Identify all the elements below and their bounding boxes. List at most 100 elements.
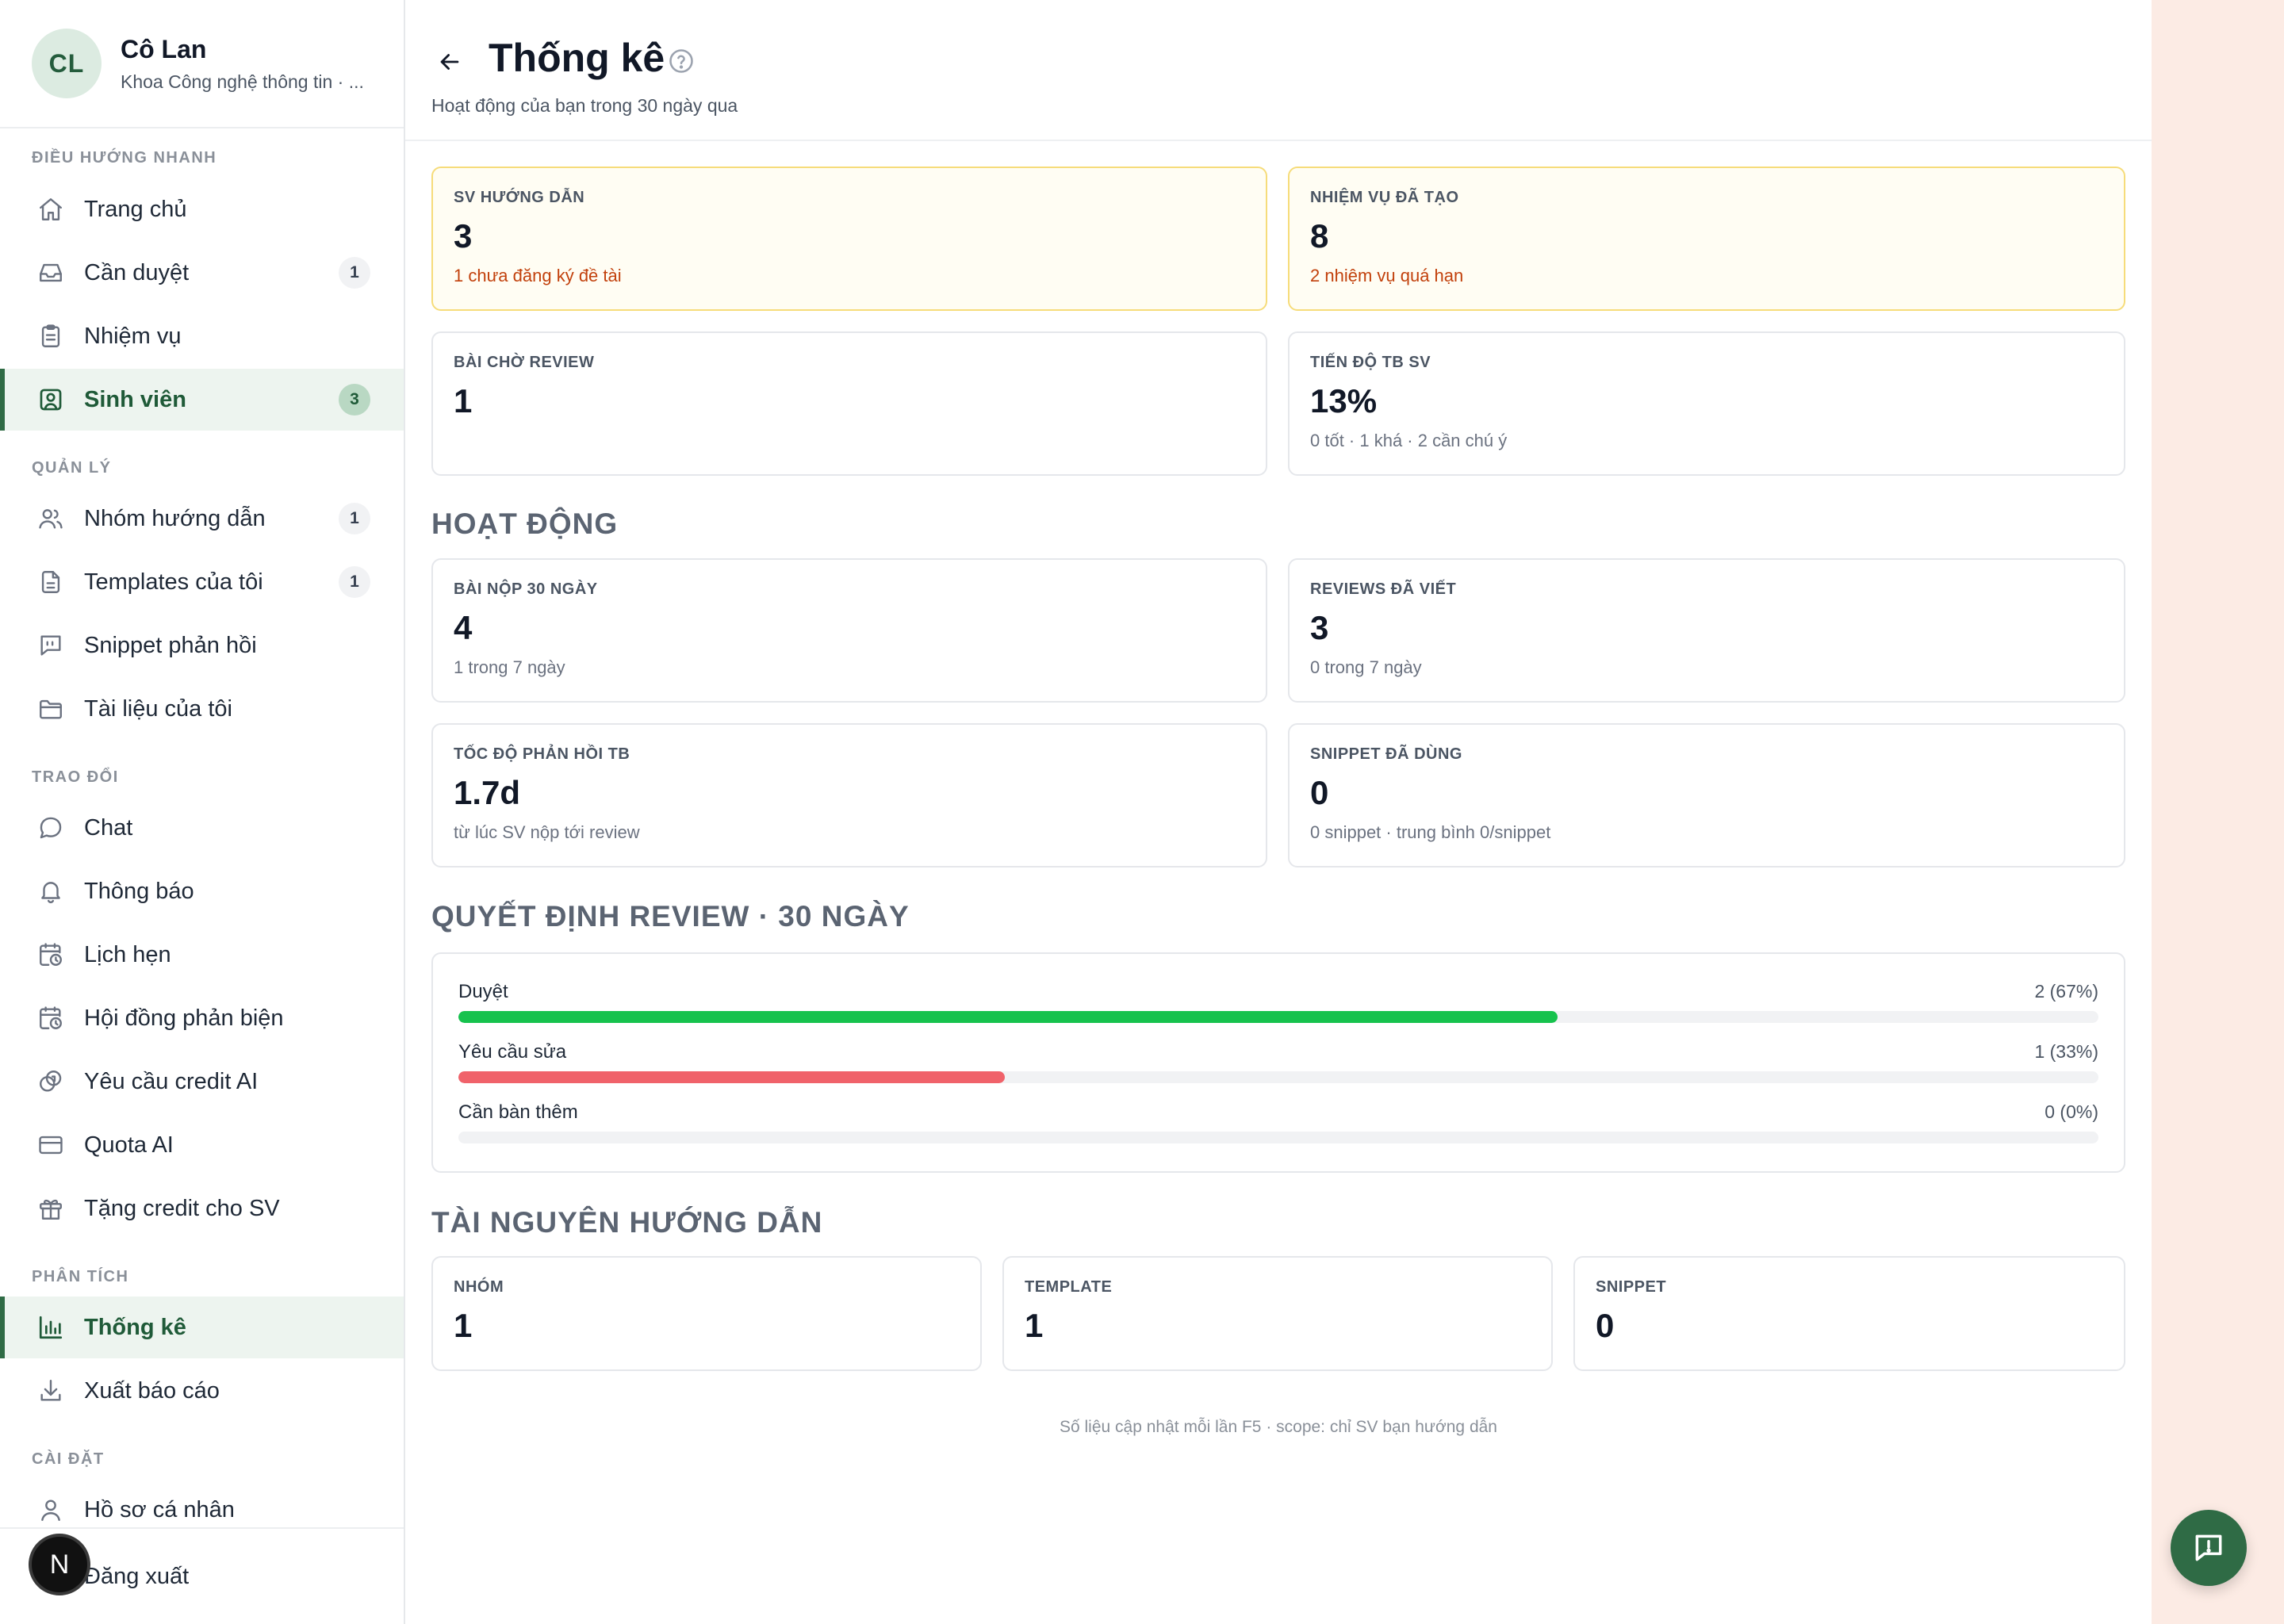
card-value: 1 [454, 1307, 473, 1344]
decision-value: 0 (0%) [2044, 1101, 2098, 1122]
sidebar: CL Cô Lan Khoa Công nghệ thông tin · ...… [0, 0, 405, 1624]
card-label: Reviews đã viết [1310, 580, 1457, 598]
stat-card-reviews[interactable]: Reviews đã viết 3 0 trong 7 ngày [1288, 558, 2125, 703]
page-subtitle: Hoạt động của bạn trong 30 ngày qua [431, 95, 738, 116]
stat-card-snippets[interactable]: Snippet 0 [1573, 1256, 2125, 1371]
sidebar-item-label: Cần duyệt [84, 259, 190, 285]
card-label: Template [1025, 1278, 1113, 1296]
decision-row-approved: Duyệt 2 (67%) [458, 981, 2098, 1023]
sidebar-item-documents[interactable]: Tài liệu của tôi [0, 678, 404, 740]
sidebar-item-label: Thông báo [84, 878, 194, 904]
calendar-clock-icon [36, 1004, 65, 1032]
count-badge: 1 [339, 566, 370, 598]
footer-note: Số liệu cập nhật mỗi lần F5 · scope: chỉ… [1060, 1418, 1497, 1436]
feedback-button[interactable] [2171, 1510, 2247, 1586]
sidebar-item-label: Xuất báo cáo [84, 1377, 220, 1404]
sidebar-item-templates[interactable]: Templates của tôi 1 [0, 551, 404, 613]
users-icon [36, 504, 65, 533]
stat-card-students[interactable]: SV hướng dẫn 3 1 chưa đăng ký đề tài [431, 167, 1267, 311]
progress-fill [458, 1011, 1558, 1023]
sidebar-item-logout[interactable]: Đăng xuất [0, 1545, 404, 1607]
sidebar-item-label: Tài liệu của tôi [84, 695, 232, 722]
sidebar-item-profile[interactable]: Hồ sơ cá nhân [0, 1479, 404, 1541]
card-label: Snippet [1596, 1278, 1667, 1296]
stat-card-templates[interactable]: Template 1 [1002, 1256, 1553, 1371]
folder-icon [36, 695, 65, 723]
stat-card-groups[interactable]: Nhóm 1 [431, 1256, 982, 1371]
decision-value: 1 (33%) [2034, 1041, 2098, 1062]
sidebar-item-snippets[interactable]: Snippet phản hồi [0, 615, 404, 676]
decision-label: Yêu cầu sửa [458, 1041, 567, 1063]
gift-icon [36, 1194, 65, 1223]
sidebar-item-gift-credit[interactable]: Tặng credit cho SV [0, 1178, 404, 1239]
avatar: CL [32, 29, 102, 98]
arrow-left-icon [440, 54, 459, 70]
coins-icon [36, 1067, 65, 1096]
sidebar-item-label: Trang chủ [84, 196, 187, 222]
card-value: 1 [454, 382, 473, 419]
card-note: 1 trong 7 ngày [454, 657, 565, 678]
nav-section-analytics: Phân tích [32, 1268, 129, 1285]
sidebar-item-students[interactable]: Sinh viên 3 [0, 369, 404, 431]
sidebar-item-label: Hồ sơ cá nhân [84, 1496, 235, 1522]
section-title-activity: Hoạt động [431, 508, 619, 540]
stat-card-pending-review[interactable]: Bài chờ review 1 [431, 331, 1267, 476]
nav-section-quick: Điều hướng nhanh [32, 149, 217, 167]
sidebar-item-credit-request[interactable]: Yêu cầu credit AI [0, 1051, 404, 1113]
back-button[interactable] [432, 44, 467, 79]
card-note: 0 tốt · 1 khá · 2 cần chú ý [1310, 431, 1508, 451]
right-background-panel [2152, 0, 2284, 1624]
decision-value: 2 (67%) [2034, 981, 2098, 1002]
section-title-decisions: Quyết định review · 30 ngày [431, 900, 910, 933]
decision-label: Cần bàn thêm [458, 1101, 578, 1123]
stat-card-response-speed[interactable]: Tốc độ phản hồi TB 1.7d từ lúc SV nộp tớ… [431, 723, 1267, 868]
sidebar-item-review[interactable]: Cần duyệt 1 [0, 242, 404, 304]
card-value: 0 [1596, 1307, 1615, 1344]
progress-fill [458, 1071, 1005, 1083]
sidebar-item-stats[interactable]: Thống kê [0, 1297, 404, 1358]
dev-tools-bubble[interactable]: N [29, 1534, 90, 1595]
sidebar-item-label: Snippet phản hồi [84, 632, 257, 658]
card-value: 4 [454, 609, 473, 646]
download-icon [36, 1377, 65, 1405]
card-value: 0 [1310, 774, 1329, 811]
count-badge: 3 [339, 384, 370, 416]
help-icon[interactable] [667, 47, 696, 75]
bar-chart-icon [36, 1313, 65, 1342]
sidebar-item-label: Nhiệm vụ [84, 323, 182, 349]
sidebar-item-tasks[interactable]: Nhiệm vụ [0, 305, 404, 367]
profile-header[interactable]: CL Cô Lan Khoa Công nghệ thông tin · ... [0, 0, 404, 128]
message-alert-icon [2195, 1534, 2222, 1561]
profile-name: Cô Lan [121, 35, 207, 64]
sidebar-item-council[interactable]: Hội đồng phản biện [0, 987, 404, 1049]
sidebar-item-label: Sinh viên [84, 386, 186, 412]
page-header: Thống kê Hoạt động của bạn trong 30 ngày… [405, 0, 2152, 141]
count-badge: 1 [339, 503, 370, 534]
card-label: SV hướng dẫn [454, 189, 585, 206]
home-icon [36, 195, 65, 224]
card-label: Nhóm [454, 1278, 504, 1296]
stat-card-snippet-used[interactable]: Snippet đã dùng 0 0 snippet · trung bình… [1288, 723, 2125, 868]
progress-track [458, 1132, 2098, 1143]
card-note: 2 nhiệm vụ quá hạn [1310, 266, 1464, 286]
sidebar-item-export[interactable]: Xuất báo cáo [0, 1360, 404, 1422]
stat-card-submissions[interactable]: Bài nộp 30 ngày 4 1 trong 7 ngày [431, 558, 1267, 703]
sidebar-item-groups[interactable]: Nhóm hướng dẫn 1 [0, 488, 404, 550]
sidebar-item-chat[interactable]: Chat [0, 797, 404, 859]
calendar-clock-icon [36, 940, 65, 969]
sidebar-item-appointments[interactable]: Lịch hẹn [0, 924, 404, 986]
clipboard-icon [36, 322, 65, 350]
main-content: Thống kê Hoạt động của bạn trong 30 ngày… [405, 0, 2152, 1624]
sidebar-item-label: Yêu cầu credit AI [84, 1068, 259, 1094]
decision-breakdown-card: Duyệt 2 (67%) Yêu cầu sửa 1 (33%) Cần bà… [431, 952, 2125, 1173]
sidebar-item-notifications[interactable]: Thông báo [0, 860, 404, 922]
stat-card-progress[interactable]: Tiến độ TB SV 13% 0 tốt · 1 khá · 2 cần … [1288, 331, 2125, 476]
profile-department: Khoa Công nghệ thông tin · ... [121, 71, 364, 92]
card-note: 1 chưa đăng ký đề tài [454, 266, 622, 286]
card-label: Snippet đã dùng [1310, 745, 1462, 763]
count-badge: 1 [339, 257, 370, 289]
stat-card-tasks[interactable]: Nhiệm vụ đã tạo 8 2 nhiệm vụ quá hạn [1288, 167, 2125, 311]
sidebar-item-quota[interactable]: Quota AI [0, 1114, 404, 1176]
sidebar-item-home[interactable]: Trang chủ [0, 178, 404, 240]
card-value: 8 [1310, 217, 1329, 255]
